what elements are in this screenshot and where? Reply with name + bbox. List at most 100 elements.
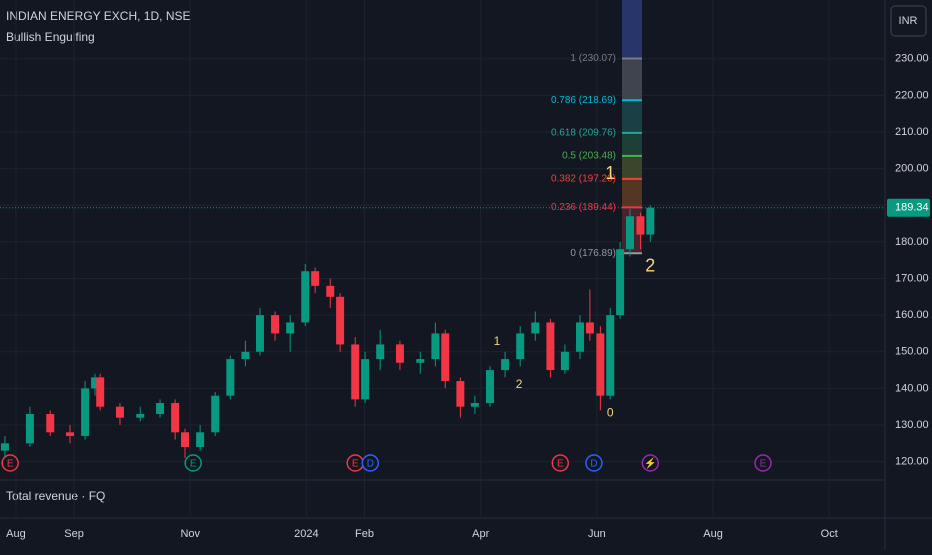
candle-body (606, 315, 615, 396)
wave-label: 0 (607, 405, 614, 419)
fib-band (622, 58, 642, 101)
currency-label: INR (899, 15, 918, 27)
y-tick-label: 140.00 (895, 382, 929, 394)
candle-body (90, 377, 99, 389)
y-tick-label: 120.00 (895, 456, 929, 468)
x-tick-label: Jun (588, 528, 606, 540)
fib-label: 0.786 (218.69) (551, 95, 616, 106)
fib-label: 0 (176.89) (570, 248, 616, 259)
candle-body (441, 333, 450, 382)
candle-body (501, 359, 510, 371)
y-tick-label: 160.00 (895, 309, 929, 321)
x-tick-label: 2024 (294, 528, 318, 540)
candle-body (576, 322, 585, 352)
event-label: E (352, 459, 359, 470)
candle-body (485, 370, 494, 404)
candle-body (596, 333, 605, 396)
candle-body (361, 359, 370, 400)
wave-label: 1 (605, 163, 615, 183)
candle-body (96, 377, 105, 407)
candle-body (65, 432, 74, 436)
candle-body (531, 322, 540, 334)
candle-body (585, 322, 594, 334)
y-tick-label: 180.00 (895, 236, 929, 248)
candle-body (456, 381, 465, 407)
x-tick-label: Sep (64, 528, 84, 540)
candle-body (241, 351, 250, 360)
candle-body (336, 296, 345, 345)
candle-body (46, 414, 55, 433)
price-tag (887, 198, 930, 217)
candle-body (376, 344, 385, 360)
chart-subtitle: Bullish Engulfing (6, 30, 95, 44)
candle-body (326, 285, 335, 297)
candle-body (416, 359, 425, 363)
candle-body (395, 344, 404, 363)
wave-label: 2 (516, 377, 523, 391)
event-marker (585, 454, 603, 472)
candle-body (516, 333, 525, 360)
event-label: E (557, 459, 564, 470)
candle-body (616, 249, 625, 316)
event-marker (361, 454, 380, 472)
fib-band (622, 0, 642, 59)
candle-body (431, 333, 440, 360)
event-marker (641, 454, 660, 472)
candle-body (81, 388, 90, 436)
wave-label: 2 (645, 256, 655, 276)
event-label: E (7, 459, 14, 470)
event-label: D (367, 459, 374, 470)
event-marker (184, 454, 202, 472)
candle-body (646, 207, 655, 235)
x-tick-label: Oct (821, 528, 838, 540)
candle-body (226, 359, 235, 396)
currency-button[interactable] (890, 5, 927, 37)
wave-label: 1 (494, 334, 501, 348)
y-tick-label: 150.00 (895, 346, 929, 358)
candle-body (171, 403, 180, 433)
fib-label: 1 (230.07) (570, 53, 616, 64)
candle-body (115, 406, 124, 418)
fib-label: 0.5 (203.48) (562, 151, 616, 162)
price-tag-label: 189.34 (895, 202, 929, 214)
candle-body (546, 322, 555, 371)
candle-body (625, 216, 634, 250)
candle-body (351, 344, 360, 400)
fib-band (622, 100, 642, 133)
chart-title: INDIAN ENERGY EXCH, 1D, NSE (6, 9, 191, 23)
fib-label: 0.382 (197.20) (551, 174, 616, 185)
fib-label: 0.236 (189.44) (551, 202, 616, 213)
candle-body (136, 414, 145, 418)
event-label: ⚡ (644, 457, 656, 470)
candle-body (211, 395, 220, 433)
candle-body (156, 403, 165, 415)
y-tick-label: 170.00 (895, 272, 929, 284)
y-tick-label: 130.00 (895, 419, 929, 431)
y-tick-label: 210.00 (895, 126, 929, 138)
event-marker (1, 454, 19, 472)
y-tick-label: 220.00 (895, 89, 929, 101)
fib-band (622, 132, 642, 156)
candle-body (301, 271, 310, 323)
candle-body (255, 315, 264, 352)
candle-body (286, 322, 295, 334)
event-marker (754, 454, 772, 472)
candle-body (25, 414, 34, 444)
candle-body (470, 403, 479, 407)
x-tick-label: Aug (6, 528, 26, 540)
fib-band (622, 155, 642, 179)
candle-body (196, 432, 205, 447)
x-tick-label: Aug (703, 528, 723, 540)
candle-body (0, 443, 9, 451)
y-tick-label: 230.00 (895, 53, 929, 65)
event-marker (551, 454, 570, 472)
candle-body (560, 351, 569, 371)
candle-body (181, 432, 190, 447)
event-label: E (760, 459, 767, 470)
candle-body (271, 315, 280, 334)
fib-band (622, 178, 642, 208)
candle-body (636, 216, 645, 235)
fib-label: 0.618 (209.76) (551, 128, 616, 139)
